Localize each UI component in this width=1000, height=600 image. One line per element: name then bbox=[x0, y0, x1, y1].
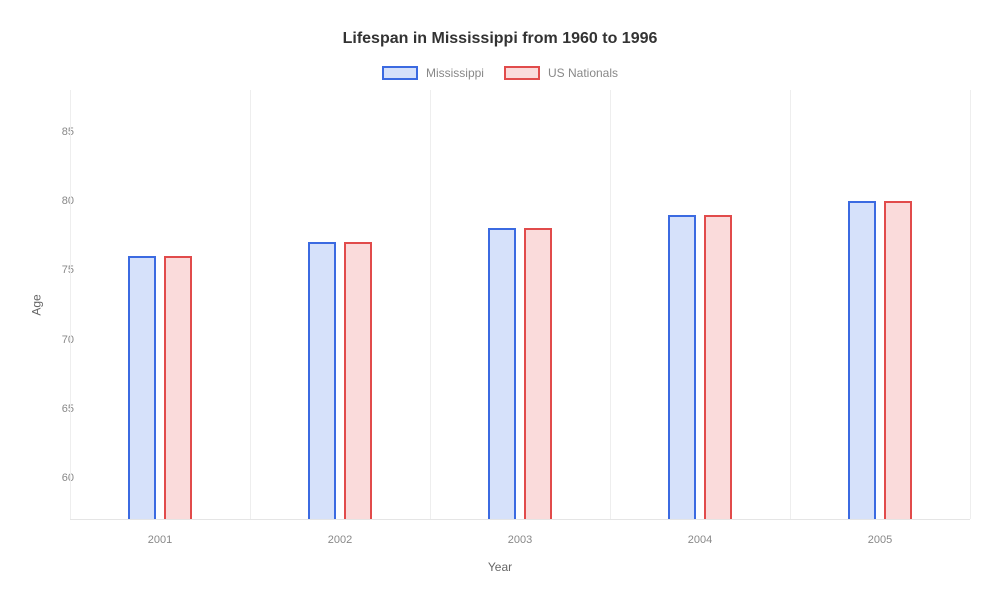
bar-group bbox=[790, 90, 970, 519]
x-axis-label: Year bbox=[20, 560, 980, 574]
legend-item: Mississippi bbox=[382, 66, 484, 80]
legend-swatch bbox=[504, 66, 540, 80]
bar-group bbox=[250, 90, 430, 519]
plot bbox=[70, 90, 970, 520]
legend-label: Mississippi bbox=[426, 66, 484, 80]
x-axis-ticks: 20012002200320042005 bbox=[20, 534, 980, 546]
bar-group bbox=[70, 90, 250, 519]
bar bbox=[308, 242, 336, 519]
legend-label: US Nationals bbox=[548, 66, 618, 80]
plot-area: Age 606570758085 bbox=[20, 90, 980, 520]
y-axis-label: Age bbox=[30, 294, 44, 315]
chart-title: Lifespan in Mississippi from 1960 to 199… bbox=[20, 30, 980, 48]
bar bbox=[668, 215, 696, 519]
bar-group bbox=[430, 90, 610, 519]
x-tick: 2002 bbox=[250, 534, 430, 546]
x-tick: 2003 bbox=[430, 534, 610, 546]
bar bbox=[128, 256, 156, 519]
x-tick: 2001 bbox=[70, 534, 250, 546]
bar-groups bbox=[70, 90, 970, 519]
lifespan-chart: Lifespan in Mississippi from 1960 to 199… bbox=[0, 0, 1000, 600]
legend: Mississippi US Nationals bbox=[20, 66, 980, 80]
bar bbox=[488, 228, 516, 519]
legend-swatch bbox=[382, 66, 418, 80]
bar bbox=[164, 256, 192, 519]
x-tick: 2004 bbox=[610, 534, 790, 546]
bar bbox=[884, 201, 912, 519]
bar-group bbox=[610, 90, 790, 519]
bar bbox=[524, 228, 552, 519]
bar bbox=[704, 215, 732, 519]
bar bbox=[344, 242, 372, 519]
x-tick: 2005 bbox=[790, 534, 970, 546]
legend-item: US Nationals bbox=[504, 66, 618, 80]
gridline bbox=[970, 90, 971, 519]
bar bbox=[848, 201, 876, 519]
